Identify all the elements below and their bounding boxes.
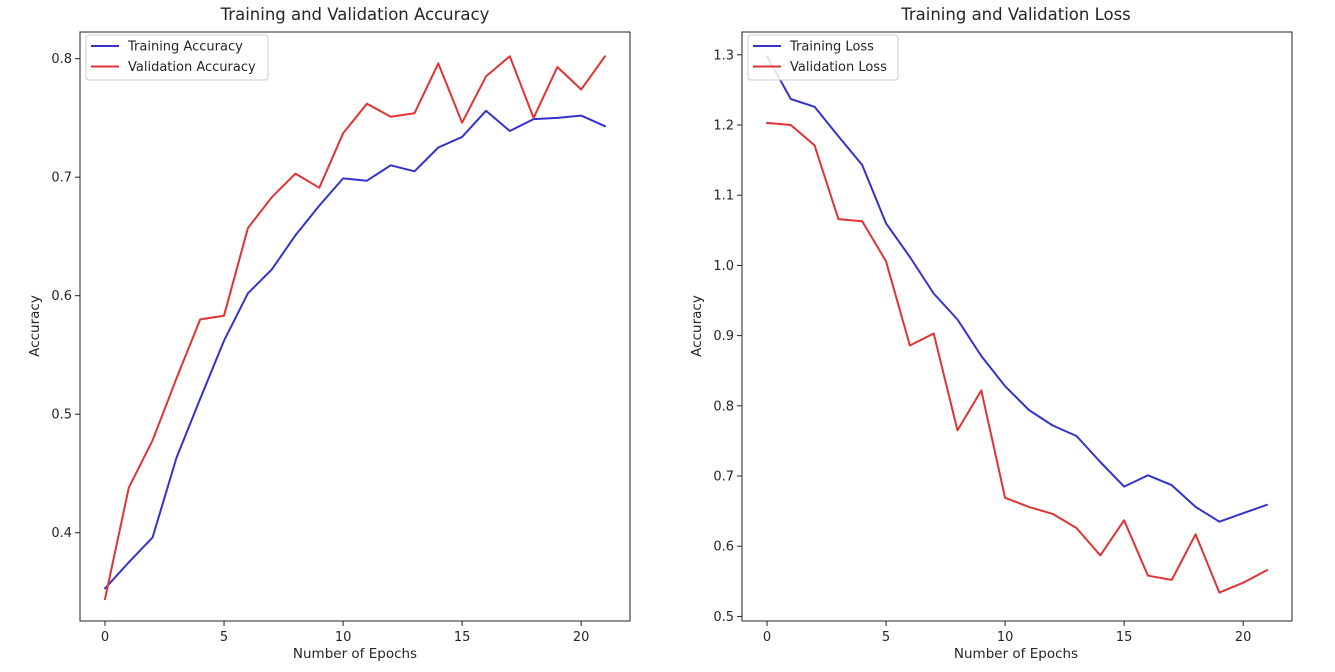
tick-marks: 0 5 10 15 20 0.5 0.6 0.7 0.8 0.9 1.0 1.1 1.2 1.3 (713, 48, 1251, 645)
plot-area (766, 55, 1268, 594)
legend: Training Loss Validation Loss (747, 34, 899, 81)
y-tick-label: 0.5 (51, 408, 72, 423)
axes-frame (79, 31, 631, 622)
x-tick-label: 10 (997, 630, 1014, 645)
y-tick-label: 0.6 (51, 289, 72, 304)
y-tick-label: 0.6 (713, 540, 734, 555)
y-axis-label: Accuracy (689, 295, 705, 357)
chart-title: Training and Validation Accuracy (220, 5, 490, 24)
series-line-validation-accuracy (104, 55, 606, 601)
y-tick-label: 0.9 (713, 329, 734, 344)
loss-chart: Training and Validation Loss 0 5 10 15 20 0.5… (689, 5, 1293, 662)
y-tick-label: 1.1 (713, 189, 734, 204)
y-tick-label: 0.4 (51, 526, 72, 541)
legend-entry: Training Accuracy (127, 40, 243, 55)
tick-marks: 0 5 10 15 20 0.4 0.5 0.6 0.7 0.8 (51, 52, 589, 645)
x-tick-label: 15 (1116, 630, 1133, 645)
accuracy-chart: Training and Validation Accuracy 0 5 10 15 2… (27, 5, 631, 662)
y-tick-label: 0.8 (713, 399, 734, 414)
x-tick-label: 0 (101, 630, 109, 645)
y-tick-label: 0.8 (51, 52, 72, 67)
chart-title: Training and Validation Loss (900, 5, 1131, 24)
legend-frame (85, 34, 269, 81)
x-tick-label: 20 (1235, 630, 1252, 645)
legend-entry: Validation Accuracy (128, 60, 256, 75)
y-tick-label: 0.7 (713, 470, 734, 485)
axes-frame (741, 31, 1293, 622)
y-axis-label: Accuracy (27, 295, 43, 357)
x-axis-label: Number of Epochs (293, 646, 417, 662)
x-tick-label: 0 (763, 630, 771, 645)
series-line-validation-loss (766, 121, 1268, 594)
x-axis-label: Number of Epochs (954, 646, 1078, 662)
plot-area (104, 55, 606, 601)
legend-entry: Validation Loss (790, 60, 887, 75)
y-tick-label: 0.7 (51, 171, 72, 186)
x-tick-label: 5 (220, 630, 228, 645)
x-tick-label: 10 (335, 630, 352, 645)
x-tick-label: 5 (882, 630, 890, 645)
x-tick-label: 20 (573, 630, 590, 645)
series-line-training-loss (766, 55, 1268, 523)
y-tick-label: 1.3 (713, 48, 734, 63)
legend-frame (747, 34, 899, 81)
series-line-training-accuracy (104, 109, 606, 590)
legend-entry: Training Loss (789, 40, 874, 55)
x-tick-label: 15 (454, 630, 471, 645)
y-tick-label: 1.2 (713, 119, 734, 134)
y-tick-label: 1.0 (713, 259, 734, 274)
legend: Training Accuracy Validation Accuracy (85, 34, 269, 81)
y-tick-label: 0.5 (713, 610, 734, 625)
